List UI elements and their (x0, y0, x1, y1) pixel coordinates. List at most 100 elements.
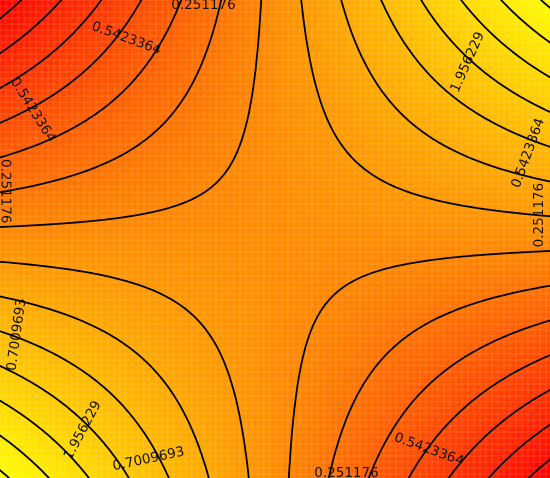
heatmap-cell (30, 54, 37, 61)
heatmap-cell (288, 240, 295, 247)
heatmap-cell (270, 138, 277, 145)
heatmap-cell (498, 258, 505, 265)
heatmap-cell (294, 48, 301, 55)
heatmap-cell (432, 132, 439, 139)
heatmap-cell (294, 24, 301, 31)
heatmap-cell (162, 198, 169, 205)
heatmap-cell (42, 264, 49, 271)
heatmap-cell (66, 252, 73, 259)
heatmap-cell (438, 18, 445, 25)
heatmap-cell (378, 306, 385, 313)
heatmap-cell (528, 258, 535, 265)
heatmap-cell (36, 258, 43, 265)
heatmap-cell (516, 306, 523, 313)
heatmap-cell (360, 288, 367, 295)
heatmap-cell (72, 312, 79, 319)
heatmap-cell (234, 270, 241, 277)
heatmap-cell (120, 12, 127, 19)
heatmap-cell (258, 228, 265, 235)
heatmap-cell (276, 60, 283, 67)
heatmap-cell (498, 246, 505, 253)
heatmap-cell (18, 150, 25, 157)
heatmap-cell (150, 126, 157, 133)
heatmap-cell (534, 258, 541, 265)
heatmap-cell (546, 186, 550, 193)
heatmap-cell (408, 192, 415, 199)
heatmap-cell (438, 186, 445, 193)
heatmap-cell (252, 312, 259, 319)
heatmap-cell (426, 54, 433, 61)
heatmap-cell (36, 72, 43, 79)
heatmap-cell (390, 0, 397, 7)
heatmap-cell (276, 300, 283, 307)
heatmap-cell (78, 252, 85, 259)
heatmap-cell (390, 156, 397, 163)
heatmap-cell (174, 318, 181, 325)
heatmap-cell (114, 150, 121, 157)
heatmap-cell (270, 150, 277, 157)
heatmap-cell (486, 132, 493, 139)
heatmap-cell (168, 150, 175, 157)
heatmap-cell (138, 252, 145, 259)
heatmap-cell (174, 252, 181, 259)
heatmap-cell (444, 276, 451, 283)
heatmap-cell (528, 186, 535, 193)
heatmap-cell (222, 108, 229, 115)
heatmap-cell (492, 306, 499, 313)
heatmap-cell (192, 192, 199, 199)
heatmap-cell (348, 24, 355, 31)
heatmap-cell (318, 246, 325, 253)
heatmap-cell (540, 288, 547, 295)
heatmap-cell (42, 294, 49, 301)
heatmap-cell (48, 186, 55, 193)
heatmap-cell (522, 294, 529, 301)
heatmap-cell (276, 0, 283, 7)
heatmap-cell (252, 186, 259, 193)
heatmap-cell (0, 186, 7, 193)
heatmap-cell (522, 180, 529, 187)
heatmap-cell (90, 120, 97, 127)
heatmap-cell (132, 72, 139, 79)
heatmap-cell (456, 132, 463, 139)
heatmap-cell (342, 276, 349, 283)
heatmap-cell (540, 78, 547, 85)
heatmap-cell (246, 138, 253, 145)
heatmap-cell (426, 108, 433, 115)
heatmap-cell (228, 204, 235, 211)
heatmap-cell (468, 66, 475, 73)
heatmap-cell (354, 138, 361, 145)
heatmap-cell (450, 282, 457, 289)
heatmap-cell (54, 60, 61, 67)
heatmap-cell (180, 150, 187, 157)
heatmap-cell (426, 90, 433, 97)
heatmap-cell (282, 60, 289, 67)
heatmap-cell (30, 120, 37, 127)
heatmap-cell (126, 132, 133, 139)
heatmap-cell (528, 132, 535, 139)
heatmap-cell (504, 186, 511, 193)
heatmap-cell (168, 222, 175, 229)
heatmap-cell (6, 174, 13, 181)
heatmap-cell (246, 186, 253, 193)
heatmap-cell (462, 96, 469, 103)
heatmap-cell (102, 318, 109, 325)
heatmap-cell (66, 318, 73, 325)
heatmap-cell (192, 222, 199, 229)
heatmap-cell (426, 186, 433, 193)
heatmap-cell (204, 162, 211, 169)
heatmap-cell (330, 204, 337, 211)
heatmap-cell (30, 294, 37, 301)
heatmap-cell (282, 168, 289, 175)
heatmap-cell (108, 90, 115, 97)
heatmap-cell (306, 48, 313, 55)
heatmap-cell (462, 48, 469, 55)
heatmap-cell (78, 144, 85, 151)
heatmap-cell (12, 90, 19, 97)
heatmap-cell (84, 6, 91, 13)
heatmap-cell (522, 198, 529, 205)
heatmap-cell (444, 150, 451, 157)
heatmap-cell (288, 222, 295, 229)
heatmap-cell (258, 186, 265, 193)
heatmap-cell (252, 264, 259, 271)
heatmap-cell (228, 234, 235, 241)
